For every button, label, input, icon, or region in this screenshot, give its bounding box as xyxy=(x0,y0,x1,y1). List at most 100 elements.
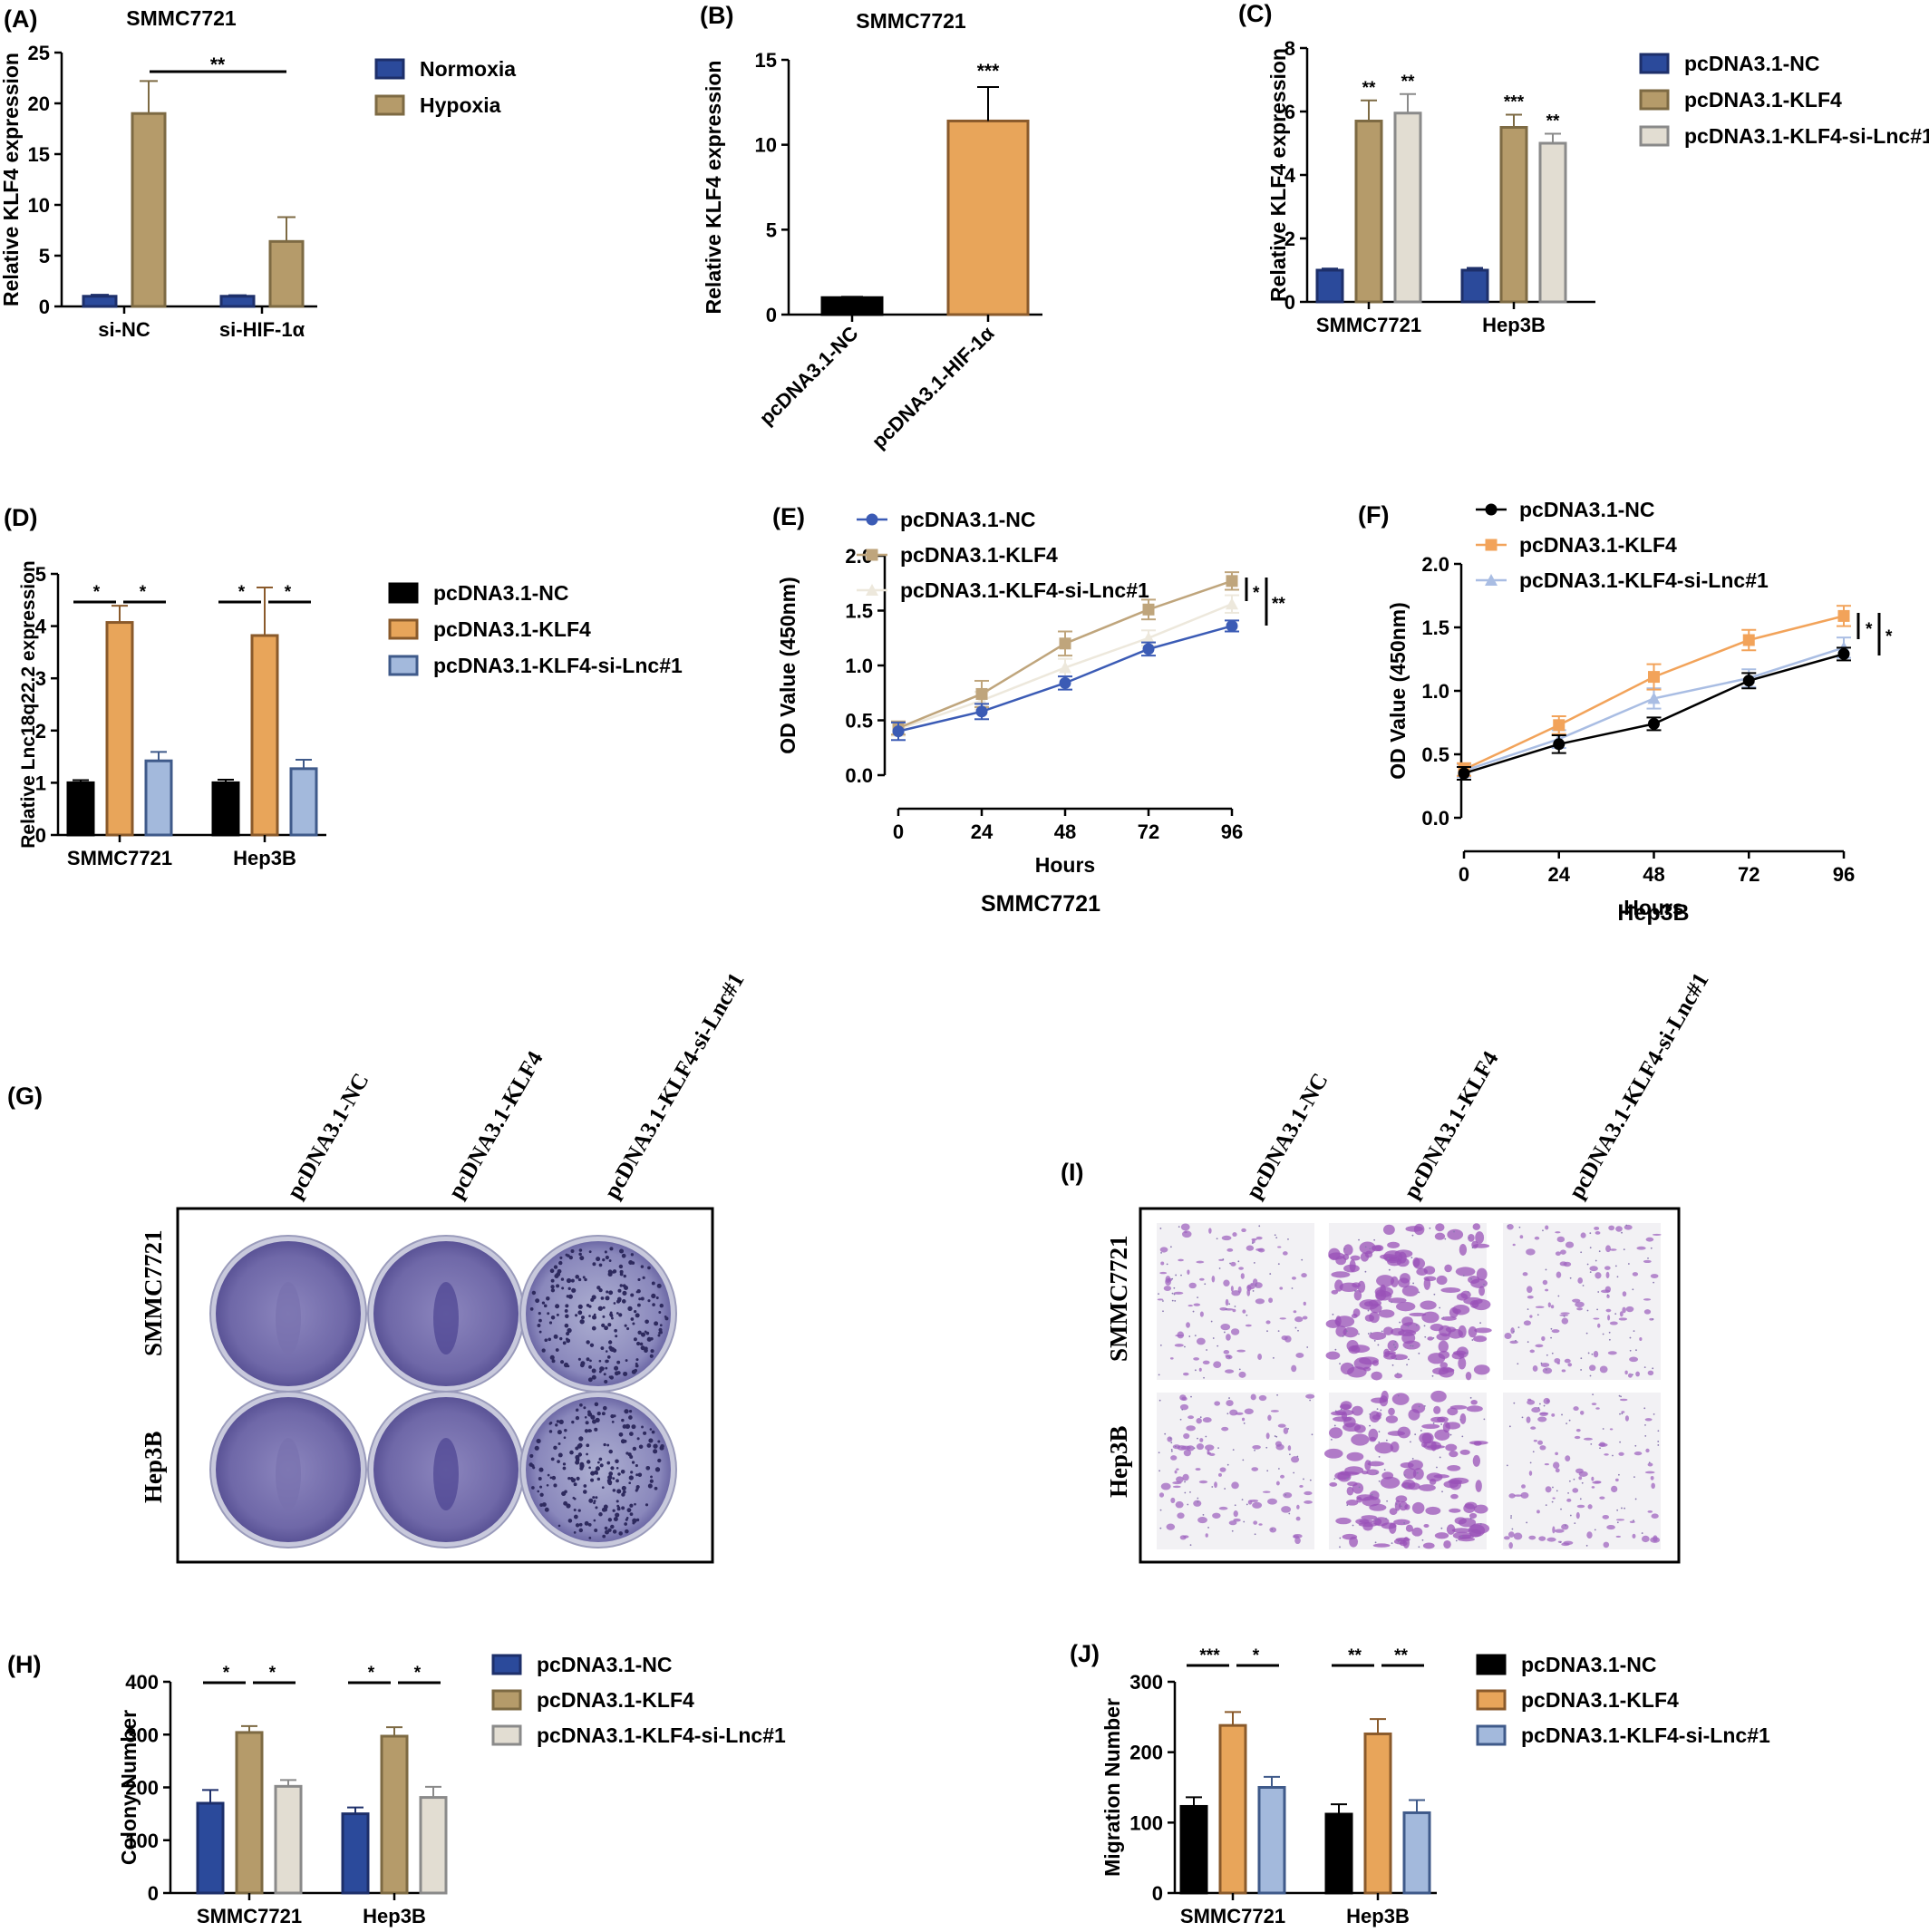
pore xyxy=(1633,1330,1635,1333)
colony-dot xyxy=(596,1477,601,1481)
colony-dot xyxy=(557,1442,561,1446)
colony-dot xyxy=(586,1357,590,1362)
cell xyxy=(1597,1323,1601,1328)
pore xyxy=(1592,1393,1595,1396)
colony-dot xyxy=(553,1265,558,1269)
cell xyxy=(1160,1482,1171,1490)
cell xyxy=(1644,1471,1655,1474)
cell xyxy=(1469,1300,1479,1308)
significance-label: ** xyxy=(210,54,226,75)
cell xyxy=(1434,1429,1450,1441)
cell xyxy=(1430,1416,1446,1423)
bar xyxy=(1257,1786,1286,1895)
pore xyxy=(1370,1332,1372,1335)
colony-dot xyxy=(601,1412,606,1416)
colony-dot xyxy=(626,1327,630,1331)
colony-dot xyxy=(658,1311,662,1314)
transwell-image xyxy=(1157,1393,1315,1549)
cell xyxy=(1214,1481,1217,1489)
pore xyxy=(1378,1480,1381,1482)
cell xyxy=(1465,1372,1472,1381)
cell xyxy=(1304,1490,1313,1496)
colony-dot xyxy=(537,1490,540,1493)
cell xyxy=(1393,1519,1410,1526)
data-point xyxy=(975,687,988,700)
colony-dot xyxy=(606,1461,611,1465)
cell xyxy=(1441,1367,1455,1373)
cell xyxy=(1277,1246,1282,1248)
colony-dot xyxy=(592,1315,597,1320)
colony-dot xyxy=(562,1466,567,1471)
cell xyxy=(1541,1335,1546,1342)
colony-dot xyxy=(634,1310,637,1314)
colony-dot xyxy=(610,1413,615,1419)
bar xyxy=(1402,1811,1431,1895)
pore xyxy=(1188,1335,1191,1337)
cell xyxy=(1225,1354,1231,1357)
pore xyxy=(1432,1422,1435,1424)
pore xyxy=(1162,1310,1164,1313)
pore xyxy=(1330,1438,1333,1441)
y-tick-label: 400 xyxy=(125,1671,159,1694)
cell xyxy=(1618,1451,1624,1456)
pore xyxy=(1582,1285,1585,1286)
chart-j: (J) 0 100 200 300 SMMC7721 Hep3B pcDNA3.1-NC pcD… xyxy=(1070,1640,1770,1927)
colony-dot xyxy=(651,1430,655,1434)
pore xyxy=(1276,1393,1278,1396)
pore xyxy=(1632,1374,1633,1376)
cell xyxy=(1395,1301,1416,1312)
colony-dot xyxy=(602,1534,606,1539)
legend-label: Normoxia xyxy=(420,57,516,81)
cell xyxy=(1176,1468,1179,1471)
cell xyxy=(1545,1225,1549,1230)
pore xyxy=(1545,1268,1547,1271)
colony-dot xyxy=(613,1414,616,1418)
pore xyxy=(1647,1257,1649,1259)
cell xyxy=(1553,1461,1560,1469)
bar xyxy=(946,119,1030,316)
colony-dot xyxy=(632,1322,635,1325)
colony-dot xyxy=(636,1303,641,1307)
cell xyxy=(1508,1493,1516,1499)
legend-label: pcDNA3.1-KLF4 xyxy=(1521,1688,1679,1712)
cell xyxy=(1223,1350,1230,1354)
pore xyxy=(1585,1544,1588,1547)
colony-dot xyxy=(555,1348,559,1352)
cell xyxy=(1362,1496,1381,1507)
pore xyxy=(1568,1480,1571,1482)
pore xyxy=(1429,1227,1431,1229)
colony-dot xyxy=(588,1315,591,1317)
colony-dot xyxy=(576,1476,580,1481)
cell xyxy=(1343,1422,1362,1432)
pore xyxy=(1508,1425,1511,1428)
pore xyxy=(1160,1251,1162,1254)
cell xyxy=(1179,1535,1187,1540)
colony-dot xyxy=(542,1502,547,1507)
pore xyxy=(1396,1373,1399,1375)
colony-dot xyxy=(616,1504,620,1508)
colony-dot xyxy=(623,1371,628,1376)
cell xyxy=(1387,1241,1401,1248)
pore xyxy=(1254,1533,1256,1536)
cell xyxy=(1456,1293,1469,1301)
culture-plate xyxy=(519,1391,677,1549)
colony-dot xyxy=(627,1452,632,1457)
colony-dot xyxy=(559,1256,563,1259)
colony-dot xyxy=(567,1286,571,1290)
colony-dot xyxy=(556,1284,560,1288)
legend-marker xyxy=(1485,574,1498,586)
cell xyxy=(1593,1317,1600,1320)
y-tick-label: 0 xyxy=(39,296,50,318)
colony-dot xyxy=(583,1484,587,1488)
cell xyxy=(1221,1235,1232,1241)
pore xyxy=(1190,1395,1192,1398)
cell xyxy=(1632,1272,1639,1277)
pore xyxy=(1159,1527,1162,1529)
cell xyxy=(1169,1357,1174,1360)
pore xyxy=(1461,1435,1464,1438)
cell xyxy=(1167,1436,1173,1442)
cell xyxy=(1196,1337,1206,1345)
legend-swatch xyxy=(1639,89,1670,111)
cell xyxy=(1635,1371,1640,1377)
colony-dot xyxy=(562,1462,567,1466)
